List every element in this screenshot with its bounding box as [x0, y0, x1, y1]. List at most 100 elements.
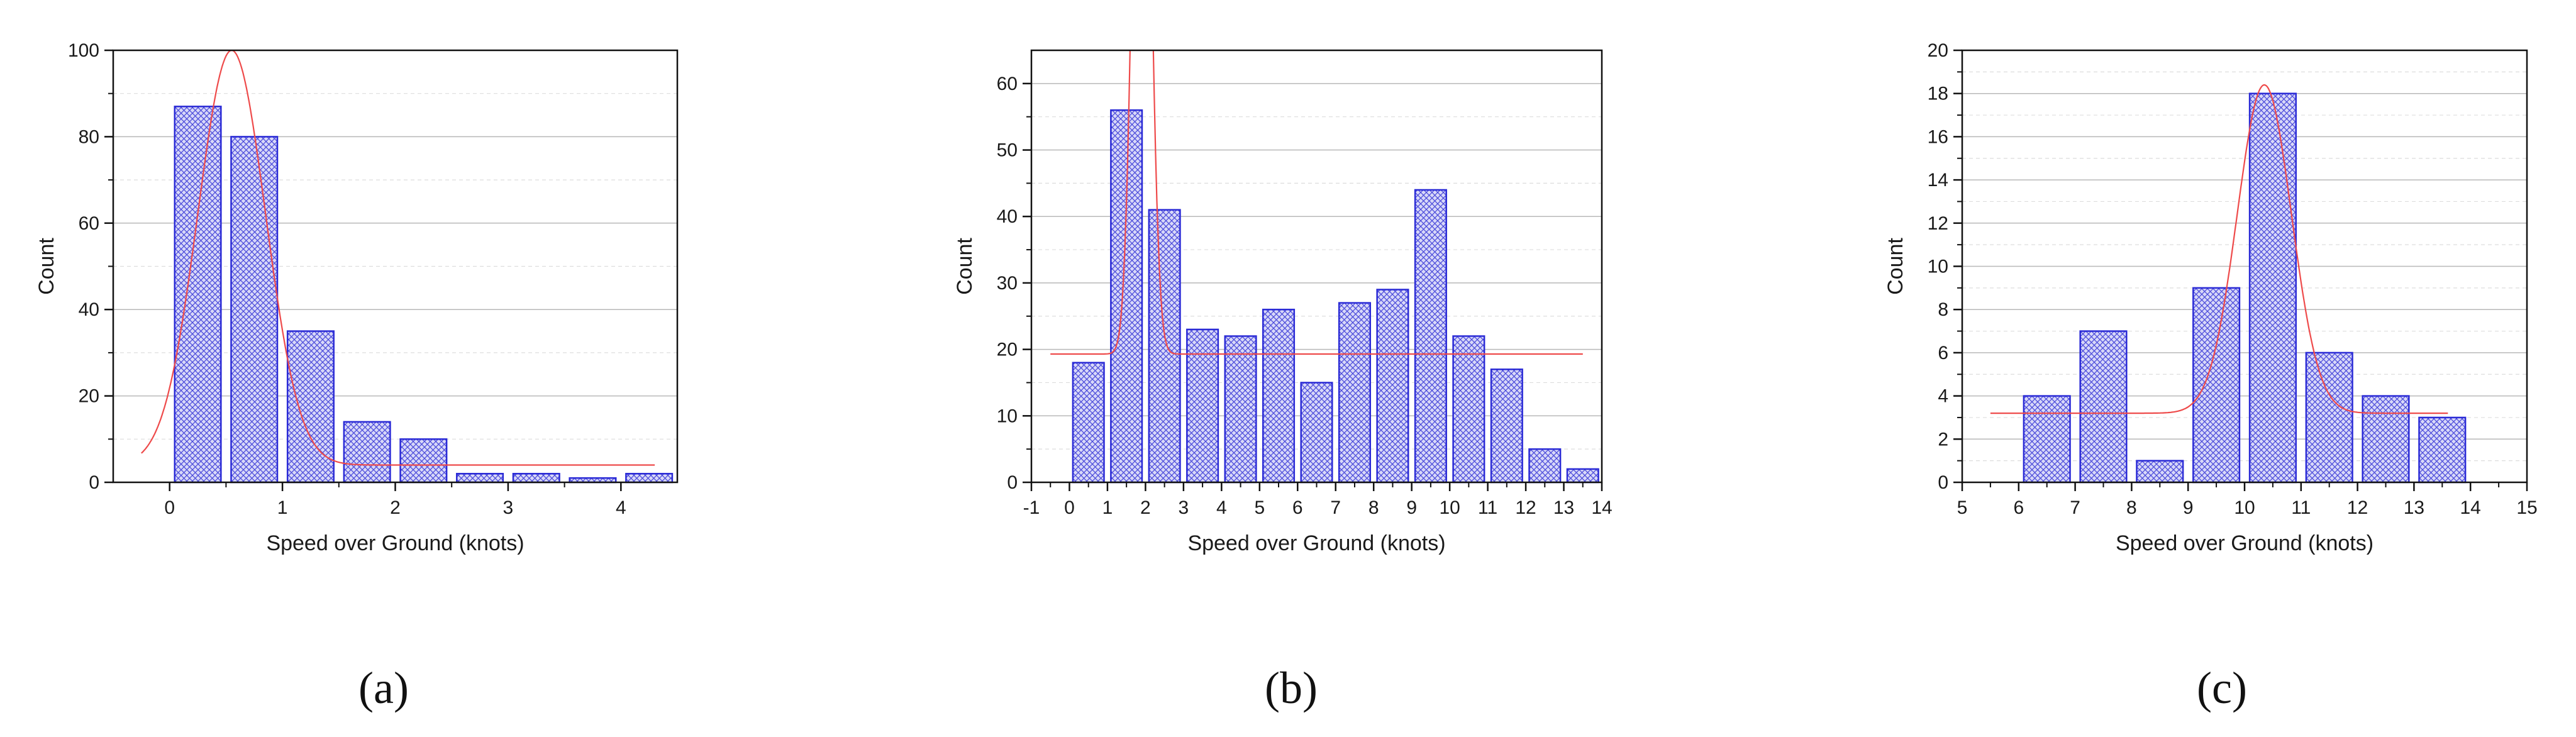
histogram-bar: [1338, 302, 1372, 484]
histogram-bar: [456, 473, 504, 484]
x-tick-label: 3: [503, 497, 514, 518]
chart-panel-b: -1 0 1 2 3 4 5 6 7 8 9 10 11 12 13 140102030405060Speed…: [953, 49, 1613, 555]
y-tick-label: 40: [79, 299, 99, 320]
x-tick-label: 6: [2013, 497, 2024, 518]
x-tick-label: 0: [1064, 497, 1075, 518]
y-tick-label: 20: [1928, 40, 1948, 61]
x-tick-label: 2: [390, 497, 401, 518]
y-tick-label: 0: [89, 472, 99, 493]
histogram-bar: [1414, 189, 1447, 484]
x-tick-label: 8: [2126, 497, 2137, 518]
x-tick-label: 12: [1515, 497, 1536, 518]
y-tick-label: 0: [1007, 472, 1018, 493]
histogram-bar: [1224, 335, 1257, 484]
x-tick-label: 9: [1406, 497, 1417, 518]
histogram-bar: [2192, 287, 2241, 484]
x-tick-label: 12: [2347, 497, 2368, 518]
y-tick-label: 60: [997, 74, 1018, 94]
histogram-bar: [2079, 330, 2128, 484]
histogram-bar: [2248, 92, 2297, 484]
y-tick-label: 0: [1938, 472, 1948, 493]
x-tick-label: 11: [2291, 497, 2311, 518]
x-tick-label: 4: [1216, 497, 1227, 518]
caption-a: (a): [358, 663, 409, 713]
histogram-bar: [230, 136, 279, 484]
x-tick-label: 14: [2460, 497, 2481, 518]
histogram-bar: [286, 330, 335, 484]
x-tick-label: 15: [2516, 497, 2537, 518]
histogram-bar: [2023, 395, 2071, 484]
x-tick-label: 7: [2070, 497, 2080, 518]
caption-c: (c): [2197, 663, 2247, 713]
y-axis-label: Count: [1884, 238, 1907, 295]
x-tick-label: 3: [1179, 497, 1189, 518]
fit-curve: [1990, 84, 2448, 414]
histogram-bar: [625, 473, 674, 484]
y-axis-label: Count: [35, 238, 58, 295]
x-tick-label: 1: [1102, 497, 1113, 518]
histogram-bar: [1376, 289, 1409, 484]
histogram-bar: [1528, 448, 1562, 484]
y-tick-label: 8: [1938, 299, 1948, 320]
histogram-bar: [1300, 382, 1333, 484]
y-tick-label: 10: [1928, 257, 1948, 277]
histogram-bar: [1148, 209, 1181, 484]
histogram-bar: [2418, 416, 2467, 484]
fit-curve: [141, 50, 655, 466]
x-axis-label: Speed over Ground (knots): [1187, 531, 1445, 555]
x-axis-label: Speed over Ground (knots): [266, 531, 524, 555]
histogram-bar: [2136, 460, 2184, 484]
x-tick-label: 10: [1439, 497, 1460, 518]
histogram-bar: [1262, 308, 1296, 484]
histogram-bar: [512, 473, 560, 484]
x-tick-label: 9: [2183, 497, 2194, 518]
y-tick-label: 10: [997, 406, 1018, 426]
y-tick-label: 100: [68, 40, 99, 61]
x-tick-label: 13: [1553, 497, 1574, 518]
fit-curve: [1050, 50, 1583, 355]
x-tick-label: 14: [1591, 497, 1612, 518]
caption-b: (b): [1265, 663, 1318, 713]
y-tick-label: 50: [997, 140, 1018, 161]
histogram-bar: [1490, 368, 1523, 484]
histogram-bar: [1186, 328, 1219, 484]
histogram-bar: [399, 438, 448, 484]
y-tick-label: 20: [79, 386, 99, 407]
y-tick-label: 4: [1938, 386, 1948, 407]
histogram-bar: [1566, 468, 1599, 484]
y-tick-label: 12: [1928, 213, 1948, 234]
x-tick-label: 5: [1957, 497, 1968, 518]
histogram-bar: [1072, 362, 1105, 484]
y-tick-label: 2: [1938, 429, 1948, 450]
histogram-bar: [2362, 395, 2410, 484]
x-tick-label: 6: [1292, 497, 1303, 518]
x-tick-label: 2: [1140, 497, 1151, 518]
y-tick-label: 20: [997, 340, 1018, 360]
y-axis-label: Count: [953, 238, 977, 295]
x-tick-label: 5: [1254, 497, 1265, 518]
histogram-bar: [1110, 109, 1143, 484]
x-tick-label: 11: [1478, 497, 1497, 518]
y-tick-label: 16: [1928, 126, 1948, 147]
x-tick-label: 13: [2404, 497, 2424, 518]
x-axis-label: Speed over Ground (knots): [2116, 531, 2373, 555]
y-tick-label: 40: [997, 206, 1018, 227]
y-tick-label: 80: [79, 126, 99, 147]
y-tick-label: 30: [997, 273, 1018, 294]
x-tick-label: 1: [277, 497, 288, 518]
histogram-bar: [343, 421, 391, 484]
x-tick-label: 4: [616, 497, 626, 518]
histogram-bar: [2305, 352, 2353, 484]
histogram-bar: [174, 106, 222, 484]
x-tick-label: 0: [164, 497, 175, 518]
x-tick-label: 7: [1330, 497, 1341, 518]
x-tick-label: -1: [1023, 497, 1040, 518]
histogram-bar: [1452, 335, 1485, 484]
y-tick-label: 14: [1928, 170, 1948, 191]
y-tick-label: 6: [1938, 343, 1948, 363]
y-tick-label: 18: [1928, 84, 1948, 104]
y-tick-label: 60: [79, 213, 99, 234]
x-tick-label: 8: [1368, 497, 1379, 518]
